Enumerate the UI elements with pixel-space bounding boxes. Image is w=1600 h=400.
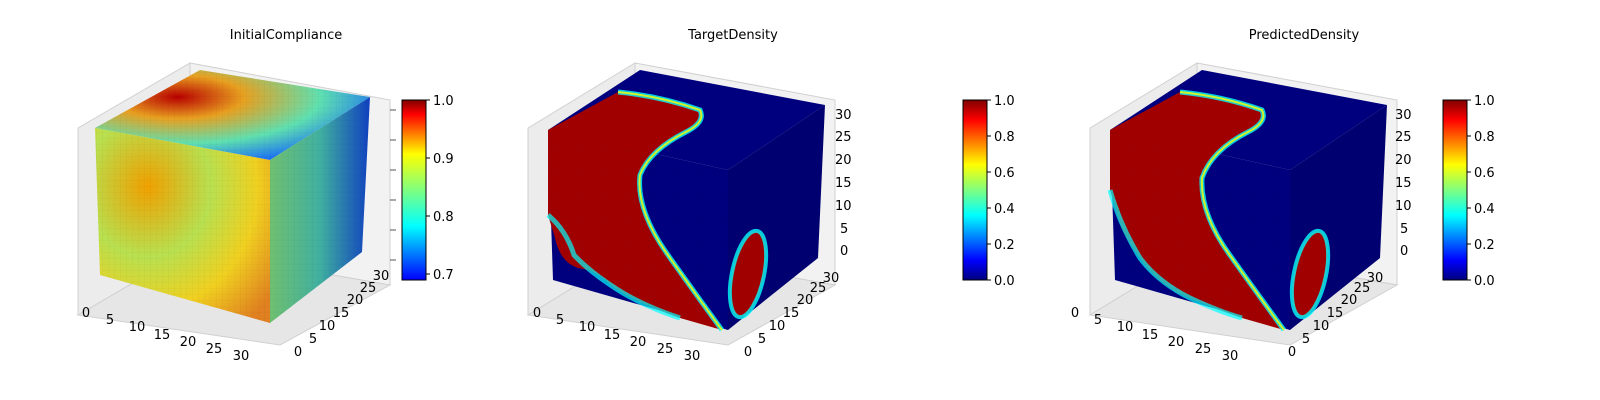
y-tick-label: 5 [1302,332,1310,347]
colorbar-tick-label: 0.2 [1474,238,1495,253]
x-tick-label: 15 [1142,328,1159,343]
y-tick-label: 15 [1327,306,1344,321]
z-axis-ticks [390,109,396,261]
y-axis-ticks: 0 5 10 15 20 25 30 [744,271,839,360]
colorbar: 1.0 0.9 0.8 0.7 [401,94,454,283]
x-tick-label: 20 [630,335,647,350]
colorbar-tick-label: 0.6 [994,166,1015,181]
side-density-blob [1289,228,1331,320]
x-tick-label: 0 [82,306,90,321]
x-tick-label: 10 [129,320,146,335]
y-tick-label: 0 [744,345,752,360]
z-tick-label: 20 [1395,153,1412,168]
colorbar-tick-label: 0.0 [1474,274,1495,289]
colorbar-tick-label: 0.8 [433,210,454,225]
x-tick-label: 0 [533,306,541,321]
colorbar-tick-label: 0.8 [994,130,1015,145]
y-tick-label: 30 [1367,271,1384,286]
z-tick-label: 10 [1395,199,1412,214]
x-tick-label: 20 [180,335,197,350]
colorbar-tick-label: 0.2 [994,238,1015,253]
chart-title: TargetDensity [687,28,778,43]
z-tick-label: 30 [1395,108,1412,123]
z-tick-label: 25 [835,130,852,145]
x-tick-label: 5 [556,313,564,328]
z-tick-label: 0 [840,244,848,259]
z-tick-label: 25 [1395,130,1412,145]
x-tick-label: 5 [1094,313,1102,328]
colorbar-tick-label: 0.0 [994,274,1015,289]
x-tick-label: 15 [154,328,171,343]
x-tick-label: 15 [604,328,621,343]
x-tick-label: 10 [579,320,596,335]
colorbar-tick-label: 0.8 [1474,130,1495,145]
colorbar-tick-label: 0.6 [1474,166,1495,181]
x-tick-label: 25 [206,342,223,357]
side-density-blob [727,228,769,320]
z-tick-label: 30 [835,108,852,123]
colorbar-tick-label: 0.4 [1474,202,1495,217]
z-axis-ticks: 0 5 10 15 20 25 30 [1395,108,1412,259]
colorbar: 0.0 0.2 0.4 0.6 0.8 1.0 [962,94,1015,289]
y-tick-label: 25 [810,281,827,296]
colorbar-tick-label: 0.7 [433,268,454,283]
y-tick-label: 10 [1313,319,1330,334]
y-tick-label: 0 [1288,345,1296,360]
x-tick-label: 30 [1222,349,1239,364]
z-tick-label: 20 [835,153,852,168]
x-axis-ticks: 0 5 10 15 20 25 30 [1071,306,1238,364]
y-tick-label: 20 [1341,293,1358,308]
z-tick-label: 15 [835,176,852,191]
z-tick-label: 15 [1395,176,1412,191]
x-tick-label: 25 [657,342,674,357]
colorbar-tick-label: 0.9 [433,152,454,167]
colorbar-gradient [962,99,988,281]
z-tick-label: 5 [1400,222,1408,237]
y-axis-ticks: 0 5 10 15 20 25 30 [1288,271,1383,360]
x-axis-ticks: 0 5 10 15 20 25 30 [82,306,249,364]
x-tick-label: 10 [1117,320,1134,335]
z-tick-label: 10 [835,199,852,214]
y-tick-label: 15 [333,306,350,321]
y-axis-ticks: 0 5 10 15 20 25 30 [294,269,389,360]
y-tick-label: 10 [319,319,336,334]
colorbar: 0.0 0.2 0.4 0.6 0.8 1.0 [1442,94,1495,289]
y-tick-label: 30 [823,271,840,286]
panel-initial-compliance: InitialCompliance 0 5 10 15 20 25 30 0 5 [76,28,454,364]
z-axis-ticks: 0 5 10 15 20 25 30 [835,108,852,259]
y-tick-label: 5 [309,332,317,347]
colorbar-tick-label: 1.0 [433,94,454,109]
y-tick-label: 0 [294,345,302,360]
x-tick-label: 25 [1195,342,1212,357]
chart-title: InitialCompliance [230,28,343,43]
x-tick-label: 30 [684,349,701,364]
x-axis-ticks: 0 5 10 15 20 25 30 [533,306,700,364]
chart-title: PredictedDensity [1249,28,1360,43]
colorbar-gradient [1442,99,1468,281]
y-tick-label: 30 [373,269,390,284]
y-tick-label: 25 [1354,281,1371,296]
colorbar-tick-label: 0.4 [994,202,1015,217]
y-tick-label: 10 [769,319,786,334]
y-tick-label: 20 [797,293,814,308]
x-tick-label: 20 [1168,335,1185,350]
x-tick-label: 0 [1071,306,1079,321]
panel-target-density: TargetDensity 0 5 10 15 20 25 30 0 5 [526,28,1015,364]
x-tick-label: 30 [233,349,250,364]
y-tick-label: 5 [758,332,766,347]
colorbar-gradient [401,99,427,281]
z-tick-label: 5 [840,222,848,237]
y-tick-label: 15 [783,306,800,321]
colorbar-tick-label: 1.0 [994,94,1015,109]
y-tick-label: 20 [347,293,364,308]
panel-predicted-density: PredictedDensity 0 5 10 15 20 25 30 0 5 … [1071,28,1495,364]
y-tick-label: 25 [360,281,377,296]
colorbar-tick-label: 1.0 [1474,94,1495,109]
z-tick-label: 0 [1400,244,1408,259]
x-tick-label: 5 [106,313,114,328]
